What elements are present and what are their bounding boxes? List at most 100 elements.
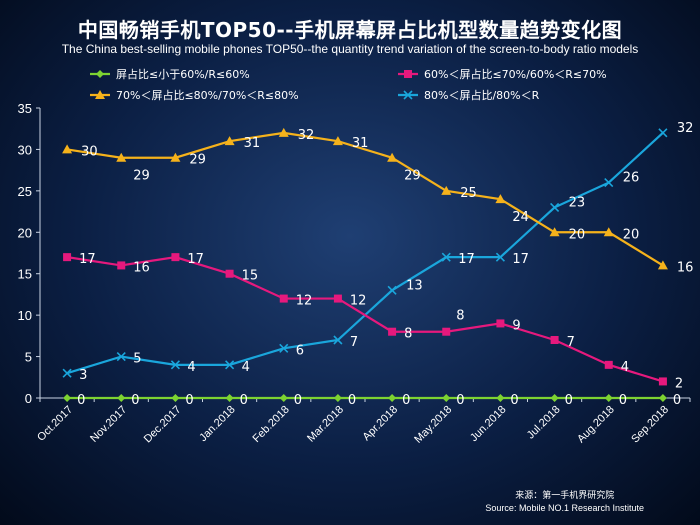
data-label: 25 bbox=[460, 186, 477, 201]
point-marker bbox=[550, 202, 560, 212]
point-marker bbox=[658, 394, 667, 402]
point-marker bbox=[441, 185, 452, 195]
point-marker bbox=[495, 252, 505, 262]
series-3: 3 5 4 4 6 7 13 17 17 23 26 32 bbox=[62, 121, 694, 383]
series-layer: 3 5 4 4 6 7 13 17 17 23 26 32 17 16 17 15 12 12 8 8 9 7 4 2 30 29… bbox=[62, 121, 693, 408]
data-label: 13 bbox=[406, 278, 423, 293]
point-marker bbox=[170, 360, 180, 370]
point-marker bbox=[403, 90, 413, 100]
y-tick-label: 10 bbox=[18, 308, 32, 323]
x-tick-label: Sep.2018 bbox=[629, 404, 671, 446]
y-tick-label: 5 bbox=[25, 350, 32, 365]
legend: 屏占比≤小于60%/R≤60% 60%＜屏占比≤70%/60%＜R≤70% 70%＜… bbox=[90, 67, 607, 102]
marker-stroke bbox=[170, 360, 180, 370]
x-tick-label: Apr.2018 bbox=[361, 404, 401, 444]
point-marker bbox=[279, 343, 289, 353]
point-marker bbox=[658, 377, 667, 386]
y-tick-label: 30 bbox=[18, 142, 32, 157]
x-tick-label: Mar.2018 bbox=[305, 404, 346, 445]
point-marker bbox=[333, 294, 342, 303]
point-marker bbox=[549, 227, 560, 237]
point-marker bbox=[63, 394, 72, 402]
data-label: 7 bbox=[567, 335, 575, 350]
series-0: 0 0 0 0 0 0 0 0 0 0 0 0 bbox=[63, 393, 681, 408]
data-label: 0 bbox=[456, 393, 464, 408]
data-label: 2 bbox=[675, 376, 683, 391]
data-label: 4 bbox=[242, 360, 250, 375]
point-marker bbox=[404, 70, 412, 78]
y-tick-label: 20 bbox=[18, 225, 32, 240]
point-marker bbox=[442, 394, 451, 402]
data-label: 20 bbox=[623, 227, 640, 242]
data-label: 26 bbox=[623, 171, 640, 186]
point-marker bbox=[387, 152, 398, 162]
legend-item: 80%＜屏占比/80%＜R bbox=[398, 88, 540, 102]
point-marker bbox=[117, 261, 126, 270]
point-marker bbox=[441, 252, 451, 262]
x-tick-label: Aug.2018 bbox=[575, 404, 617, 446]
x-tick-label: Nov.2017 bbox=[88, 404, 129, 445]
source-note: 来源：第一手机界研究院 Source: Mobile NO.1 Research… bbox=[485, 489, 644, 515]
point-marker bbox=[657, 260, 668, 270]
marker-stroke bbox=[441, 252, 451, 262]
data-label: 0 bbox=[240, 393, 248, 408]
series-line bbox=[66, 131, 664, 267]
x-tick-label: Feb.2018 bbox=[251, 404, 292, 445]
data-label: 0 bbox=[185, 393, 193, 408]
data-label: 8 bbox=[456, 309, 464, 324]
legend-label: 70%＜屏占比≤80%/70%＜R≤80% bbox=[116, 88, 299, 102]
point-marker bbox=[225, 360, 235, 370]
data-label: 32 bbox=[677, 121, 694, 136]
point-marker bbox=[604, 178, 614, 188]
data-label: 29 bbox=[189, 153, 206, 168]
data-label: 29 bbox=[404, 169, 421, 184]
data-label: 0 bbox=[510, 393, 518, 408]
data-label: 23 bbox=[569, 195, 586, 210]
legend-item: 70%＜屏占比≤80%/70%＜R≤80% bbox=[90, 88, 299, 102]
data-label: 0 bbox=[348, 393, 356, 408]
point-marker bbox=[603, 227, 614, 237]
data-label: 31 bbox=[352, 136, 369, 151]
marker-stroke bbox=[279, 343, 289, 353]
marker-stroke bbox=[62, 368, 72, 378]
data-label: 0 bbox=[619, 393, 627, 408]
point-marker bbox=[333, 394, 342, 402]
marker-stroke bbox=[495, 252, 505, 262]
point-marker bbox=[550, 394, 559, 402]
x-tick-label: Jul.2018 bbox=[525, 404, 563, 442]
point-marker bbox=[496, 394, 505, 402]
series-1: 17 16 17 15 12 12 8 8 9 7 4 2 bbox=[63, 252, 683, 391]
point-marker bbox=[117, 394, 126, 402]
point-marker bbox=[388, 394, 397, 402]
y-tick-label: 35 bbox=[18, 101, 32, 116]
point-marker bbox=[658, 128, 668, 138]
y-tick-label: 15 bbox=[18, 267, 32, 282]
point-marker bbox=[387, 285, 397, 295]
data-label: 0 bbox=[565, 393, 573, 408]
marker-stroke bbox=[116, 352, 126, 362]
data-label: 9 bbox=[512, 318, 520, 333]
marker-stroke bbox=[225, 360, 235, 370]
point-marker bbox=[225, 269, 234, 278]
data-label: 31 bbox=[244, 136, 261, 151]
point-marker bbox=[604, 394, 613, 402]
point-marker bbox=[171, 253, 180, 262]
point-marker bbox=[278, 127, 289, 137]
marker-stroke bbox=[403, 90, 413, 100]
data-label: 0 bbox=[673, 393, 681, 408]
data-label: 15 bbox=[242, 269, 259, 284]
data-label: 12 bbox=[350, 294, 367, 309]
chart-subtitle: The China best-selling mobile phones TOP… bbox=[61, 42, 639, 56]
data-label: 5 bbox=[133, 352, 141, 367]
x-tick-label: Jun.2018 bbox=[468, 404, 508, 444]
series-2: 30 29 29 31 32 31 29 25 24 20 20 16 bbox=[62, 127, 693, 275]
marker-stroke bbox=[333, 335, 343, 345]
x-tick-label: Dec.2017 bbox=[142, 404, 184, 446]
point-marker bbox=[388, 327, 397, 336]
data-label: 17 bbox=[458, 252, 475, 267]
point-marker bbox=[495, 194, 506, 204]
data-label: 4 bbox=[187, 360, 195, 375]
point-marker bbox=[333, 335, 343, 345]
data-label: 17 bbox=[79, 252, 96, 267]
